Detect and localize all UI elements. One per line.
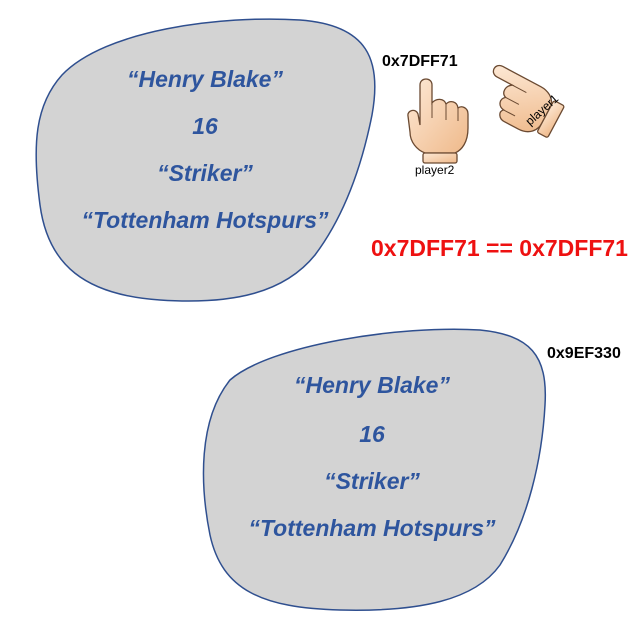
object-top-position: “Striker” xyxy=(157,160,253,186)
object-bottom-name: “Henry Blake” xyxy=(294,372,450,398)
object-bottom-address: 0x9EF330 xyxy=(547,345,621,362)
object-top-club: “Tottenham Hotspurs” xyxy=(81,207,329,233)
object-top-address: 0x7DFF71 xyxy=(382,53,458,70)
object-bottom-number: 16 xyxy=(359,421,385,447)
object-top-blob xyxy=(35,18,376,302)
object-bottom: “Henry Blake” 16 “Striker” “Tottenham Ho… xyxy=(202,328,547,611)
object-top-name: “Henry Blake” xyxy=(127,66,283,92)
object-bottom-club: “Tottenham Hotspurs” xyxy=(248,515,496,541)
comparison-text: 0x7DFF71 == 0x7DFF71 xyxy=(371,235,628,261)
object-bottom-blob xyxy=(202,328,547,611)
player1-hand-icon xyxy=(492,64,565,138)
player2-hand-icon xyxy=(407,78,469,164)
object-top: “Henry Blake” 16 “Striker” “Tottenham Ho… xyxy=(35,18,376,302)
object-bottom-position: “Striker” xyxy=(324,468,420,494)
object-top-number: 16 xyxy=(192,113,218,139)
player2-label: player2 xyxy=(415,163,455,177)
